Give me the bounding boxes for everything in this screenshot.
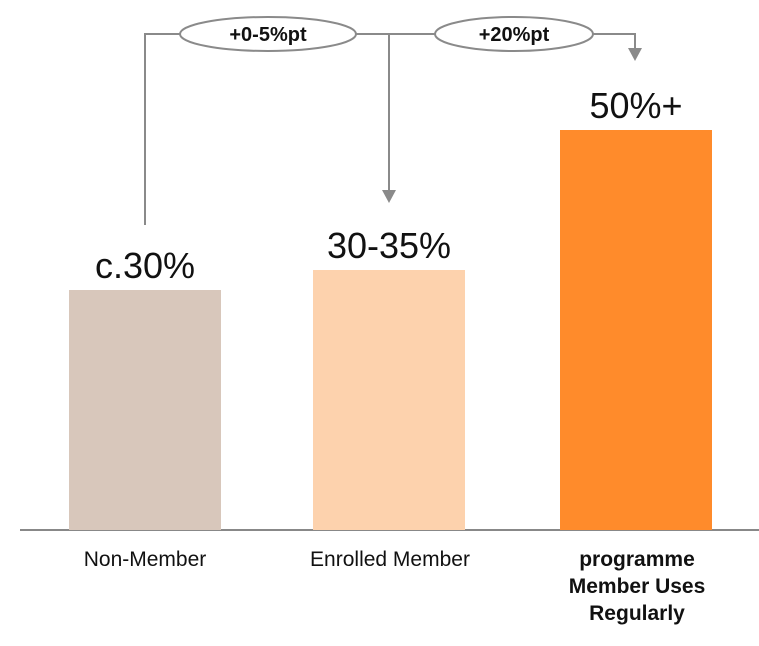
category-label-line: programme (579, 548, 695, 571)
annotation-label-1: +0-5%pt (229, 24, 307, 46)
bar-member-uses-regularly (560, 130, 712, 530)
arrowhead-2 (628, 48, 642, 61)
bar-non-member (69, 290, 221, 530)
bar-enrolled-member (313, 270, 465, 530)
annotation-label-2: +20%pt (479, 24, 550, 46)
value-label-enrolled-member: 30-35% (327, 225, 451, 266)
category-label-line: Regularly (589, 602, 685, 625)
category-label-enrolled-member: Enrolled Member (275, 546, 505, 573)
arrowhead-1 (382, 190, 396, 203)
category-label-non-member: Non-Member (30, 546, 260, 573)
category-label-line: Non-Member (83, 548, 207, 571)
annotation-bubble-2 (434, 16, 594, 52)
annotation-connector-2: +20%pt (389, 16, 642, 61)
category-label-member-uses-regularly: programme Member Uses Regularly (522, 546, 752, 627)
value-label-non-member: c.30% (95, 245, 195, 286)
annotation-bubble-1 (179, 16, 357, 52)
annotation-connector-1: +0-5%pt (144, 16, 396, 225)
value-label-member-uses-regularly: 50%+ (589, 85, 682, 126)
category-label-line: Enrolled Member (310, 548, 470, 571)
connector-line-1 (144, 33, 390, 225)
category-label-line: Member Uses (568, 575, 706, 598)
